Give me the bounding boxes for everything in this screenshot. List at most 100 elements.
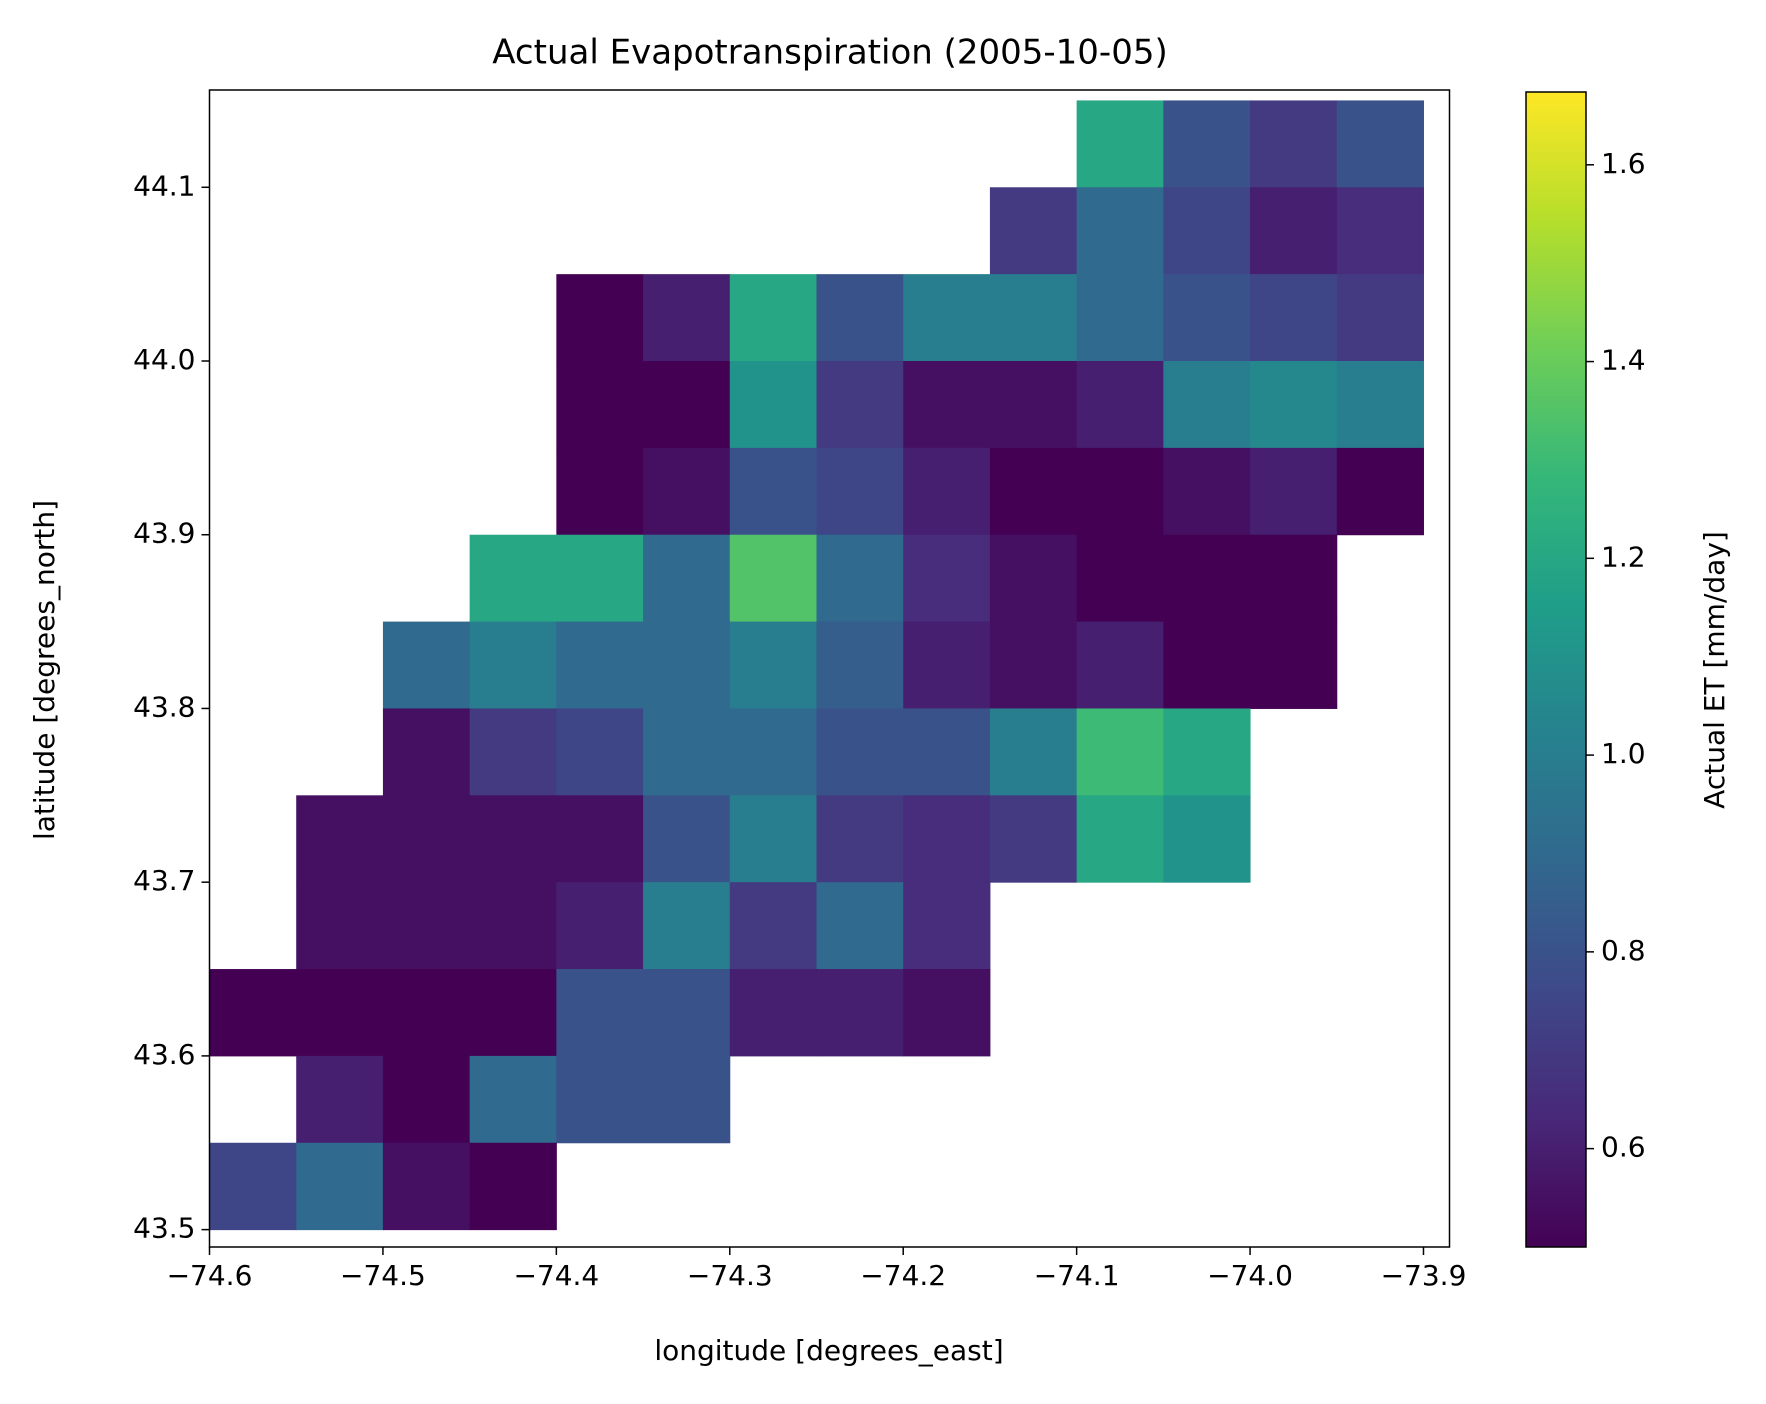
heatmap-cell	[556, 969, 644, 1057]
heatmap-cell	[1250, 274, 1338, 362]
heatmap-cell	[816, 361, 904, 449]
heatmap-cell	[1076, 621, 1164, 709]
heatmap-cell	[469, 969, 557, 1057]
heatmap-cell	[1250, 187, 1338, 275]
heatmap-cell	[469, 708, 557, 796]
heatmap-cell	[382, 969, 471, 1057]
heatmap-cell	[556, 274, 644, 362]
heatmap-cell	[1336, 361, 1424, 449]
plot-frame	[208, 89, 1451, 1248]
heatmap-cell	[209, 969, 297, 1057]
y-axis-label: latitude [degrees_north]	[28, 500, 61, 840]
heatmap-cell	[729, 795, 817, 883]
heatmap-cell	[989, 274, 1078, 362]
heatmap-cell	[1336, 447, 1424, 536]
heatmap-cell	[816, 969, 904, 1057]
heatmap-cell	[989, 447, 1078, 536]
heatmap-cell	[1076, 795, 1164, 883]
x-tick-label: −73.9	[1381, 1259, 1467, 1292]
heatmap-cell	[1076, 708, 1164, 796]
x-tick-label: −74.0	[1207, 1259, 1293, 1292]
heatmap-cell	[816, 534, 904, 623]
heatmap-cell	[816, 708, 904, 796]
x-tick-label: −74.6	[167, 1259, 253, 1292]
heatmap-cell	[469, 1055, 557, 1144]
colorbar-tick-label: 1.6	[1601, 147, 1646, 180]
heatmap-cell	[989, 708, 1078, 796]
heatmap-cell	[816, 447, 904, 536]
heatmap-cell	[903, 534, 991, 623]
heatmap-cell	[643, 621, 731, 709]
heatmap-cell	[989, 361, 1078, 449]
heatmap-cell	[643, 274, 731, 362]
heatmap-cell	[903, 795, 991, 883]
heatmap-cell	[643, 447, 731, 536]
heatmap-cell	[643, 534, 731, 623]
x-tick-label: −74.5	[340, 1259, 426, 1292]
y-tick-label: 44.1	[133, 169, 195, 202]
heatmap-cell	[989, 534, 1078, 623]
heatmap-cell	[1163, 100, 1251, 188]
heatmap-cell	[556, 621, 644, 709]
heatmap-cell	[903, 708, 991, 796]
heatmap-cell	[556, 447, 644, 536]
heatmap-cell	[556, 1055, 644, 1144]
colorbar-tick-label: 1.4	[1601, 344, 1646, 377]
heatmap-cell	[903, 447, 991, 536]
heatmap-cell	[989, 187, 1078, 275]
heatmap-cell	[296, 1142, 384, 1231]
heatmap-cell	[729, 361, 817, 449]
heatmap-cell	[1163, 361, 1251, 449]
colorbar-tick-label: 0.6	[1601, 1131, 1646, 1164]
heatmap-cell	[729, 708, 817, 796]
heatmap-cell	[729, 274, 817, 362]
heatmap-cell	[382, 708, 471, 796]
colorbar-tick-label: 0.8	[1601, 934, 1646, 967]
heatmap-cell	[729, 534, 817, 623]
heatmap-cell	[816, 882, 904, 970]
heatmap-cell	[903, 361, 991, 449]
heatmap-cell	[469, 882, 557, 970]
heatmap-cell	[643, 708, 731, 796]
heatmap-cell	[1250, 621, 1338, 709]
heatmap-cell	[729, 969, 817, 1057]
heatmap-cell	[903, 274, 991, 362]
heatmap-cell	[382, 1055, 471, 1144]
heatmap-cell	[556, 361, 644, 449]
heatmap-cell	[903, 621, 991, 709]
heatmap-cell	[1076, 534, 1164, 623]
heatmap-cell	[729, 882, 817, 970]
y-tick-label: 43.6	[133, 1038, 195, 1071]
heatmap-cell	[1336, 274, 1424, 362]
heatmap-cell	[989, 795, 1078, 883]
heatmap-cell	[1250, 100, 1338, 188]
colorbar-tick-label: 1.2	[1601, 540, 1646, 573]
heatmap-cell	[1163, 621, 1251, 709]
heatmap-cell	[1076, 361, 1164, 449]
heatmap-cell	[989, 621, 1078, 709]
heatmap-cell	[816, 274, 904, 362]
heatmap-cell	[1076, 274, 1164, 362]
colorbar-tick-label: 1.0	[1601, 737, 1646, 770]
heatmap-cell	[643, 969, 731, 1057]
heatmap-cell	[1163, 274, 1251, 362]
heatmap-cell	[469, 621, 557, 709]
heatmap-cell	[816, 795, 904, 883]
heatmap-cell	[643, 795, 731, 883]
heatmap-cell	[816, 621, 904, 709]
heatmap-cell	[296, 882, 384, 970]
heatmap-cell	[296, 1055, 384, 1144]
y-tick-label: 43.7	[133, 864, 195, 897]
x-tick-label: −74.4	[513, 1259, 599, 1292]
heatmap-cell	[1163, 447, 1251, 536]
heatmap-cell	[469, 534, 557, 623]
heatmap-cell	[1076, 187, 1164, 275]
heatmap-cell	[729, 447, 817, 536]
heatmap-cell	[382, 621, 471, 709]
heatmap-cell	[1163, 708, 1251, 796]
heatmap-cell	[643, 361, 731, 449]
y-tick-label: 43.5	[133, 1212, 195, 1245]
heatmap-cell	[1250, 447, 1338, 536]
heatmap-cell	[556, 795, 644, 883]
heatmap-cell	[556, 534, 644, 623]
